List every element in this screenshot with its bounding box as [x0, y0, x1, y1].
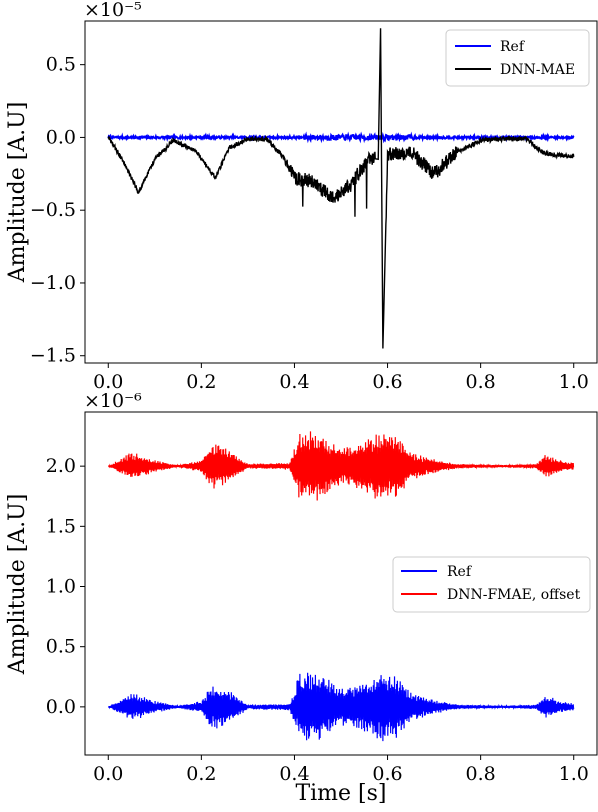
top-panel: 0.0 0.2 0.4 0.6 0.8 1.0 −1.5 −1.0 −0.5 0.0 0.5 ×10…	[5, 0, 598, 393]
bottom-y-axis-label: Amplitude [A.U]	[5, 494, 30, 676]
bottom-x-tick-label: 0.8	[466, 763, 496, 785]
top-legend: Ref DNN-MAE	[445, 29, 590, 87]
top-y-axis-label: Amplitude [A.U]	[5, 102, 30, 284]
bottom-multiplier-label: ×10⁻⁶	[84, 390, 142, 412]
bottom-ticks-group: 0.0 0.2 0.4 0.6 0.8 1.0 0.0 0.5 1.0 1.5 2.0	[46, 455, 589, 785]
bottom-x-axis-label: Time [s]	[295, 781, 386, 806]
bottom-y-tick-label: 0.5	[46, 636, 76, 658]
bottom-y-tick-label: 1.0	[46, 576, 76, 598]
bottom-legend-label-ref: Ref	[447, 564, 473, 580]
top-y-tick-label: −0.5	[30, 199, 76, 221]
bottom-series-group	[108, 431, 575, 742]
top-series-dnn-mae-line	[107, 28, 575, 349]
bottom-panel: 0.0 0.2 0.4 0.6 0.8 1.00.00.51.01.52.0 ×10⁻⁶ …	[5, 390, 598, 806]
bottom-x-tick-label: 1.0	[559, 763, 589, 785]
bottom-series-ref-line	[108, 672, 575, 742]
bottom-legend-box	[392, 556, 591, 613]
top-y-tick-label: 0.5	[46, 54, 76, 76]
bottom-x-tick-label: 0.2	[186, 763, 216, 785]
top-x-tick-label: 0.2	[186, 371, 216, 393]
top-legend-label-dnn-mae: DNN-MAE	[500, 62, 575, 78]
top-ticks-group: 0.0 0.2 0.4 0.6 0.8 1.0 −1.5 −1.0 −0.5 0.0 0.5	[30, 54, 589, 393]
bottom-x-tick-label: 0.0	[93, 763, 123, 785]
bottom-x-tick-label: 0.4	[279, 763, 309, 785]
top-x-tick-label: 0.8	[466, 371, 496, 393]
bottom-legend-label-dnn-fmae: DNN-FMAE, offset	[447, 587, 581, 603]
bottom-x-tick-label: 0.6	[372, 763, 402, 785]
bottom-series-dnn-fmae-line	[108, 431, 575, 501]
top-legend-box	[445, 29, 590, 87]
top-y-tick-label: −1.5	[30, 345, 76, 367]
top-x-tick-label: 1.0	[559, 371, 589, 393]
top-x-tick-label: 0.4	[279, 371, 309, 393]
bottom-legend: Ref DNN-FMAE, offset	[392, 556, 591, 613]
bottom-y-tick-label: 1.5	[46, 515, 76, 537]
top-x-tick-label: 0.0	[93, 371, 123, 393]
top-y-tick-label: −1.0	[30, 272, 76, 294]
top-multiplier-label: ×10⁻⁵	[84, 0, 142, 21]
bottom-y-tick-label: 2.0	[46, 455, 76, 477]
top-y-tick-label: 0.0	[46, 126, 76, 148]
bottom-y-tick-label: 0.0	[46, 696, 76, 718]
top-x-tick-label: 0.6	[372, 371, 402, 393]
top-series-group	[107, 28, 575, 349]
top-legend-label-ref: Ref	[500, 39, 526, 55]
